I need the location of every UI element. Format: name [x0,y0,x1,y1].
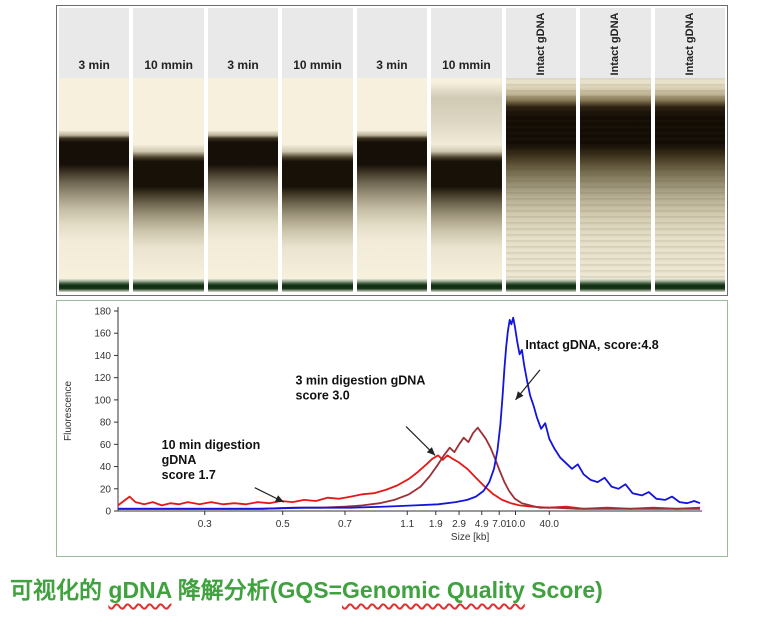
y-tick-label: 40 [100,462,112,473]
caption-part: 降解分析 [171,577,270,603]
gel-band-3min [59,78,130,279]
y-tick-label: 180 [94,307,111,318]
lane-header: Intact gDNA [580,8,651,78]
lane-header: 10 mmin [282,8,353,78]
y-tick-label: 140 [94,351,111,362]
annotation-text: Intact gDNA, score:4.8 [525,338,658,352]
gel-lane-7: Intact gDNA [505,8,577,292]
lane-label: 10 mmin [442,58,491,72]
y-tick-label: 160 [94,329,111,340]
gel-band-intact [654,78,725,279]
gel-lower-marker [59,279,130,292]
gel-band-10min [431,78,502,279]
lane-header: Intact gDNA [654,8,725,78]
annotation-text: score 1.7 [162,468,216,482]
series-line [118,316,701,510]
x-tick-label: 1.9 [429,519,443,530]
annotation-arrowhead [426,447,436,456]
y-tick-label: 60 [100,440,112,451]
caption: 可视化的 gDNA 降解分析(GQS=Genomic Quality Score… [10,571,754,605]
caption-part: (GQS= [269,577,343,603]
lane-header: 3 min [207,8,279,78]
annotation-arrowhead [515,391,524,400]
gel-lane-4: 10 mmin [282,8,353,292]
x-tick-label: 0.3 [198,519,212,530]
gel-lane-3: 3 min [207,8,279,292]
gel-lane-6: 10 mmin [431,8,502,292]
series-line [117,454,701,510]
electropherogram-chart: 0 20 40 60 80 100 120 140 160 180 0.3 0.5 0.7 1.1 1.9 2… [63,307,702,543]
lane-label: 3 min [227,58,259,72]
x-tick-label: 0.5 [276,519,290,530]
gel-lower-marker [654,279,725,292]
lane-label: 3 min [376,58,408,72]
y-axis-title: Fluorescence [63,381,74,441]
x-tick-label: 7.0 [492,519,506,530]
gel-lower-marker [282,279,353,292]
electropherogram-panel: 0 20 40 60 80 100 120 140 160 180 0.3 0.5 0.7 1.1 1.9 2… [56,300,728,557]
annotation-text: score 3.0 [296,388,350,402]
annotation-text: 10 min digestion [162,438,261,452]
gel-lower-marker [133,279,204,292]
lane-label: 3 min [78,58,110,72]
gel-lower-marker [356,279,428,292]
gel-lower-marker [431,279,502,292]
y-tick-label: 80 [100,418,112,429]
x-tick-label: 4.9 [475,519,489,530]
lane-header: Intact gDNA [505,8,577,78]
gel-band-3min [207,78,279,279]
caption-part: 可视化的 [10,577,109,603]
annotation-arrowhead [274,495,284,503]
lane-header: 10 mmin [133,8,204,78]
gel-image-panel: 3 min 10 mmin 3 min 10 mmin [56,5,728,296]
gel-lane-5: 3 min [356,8,428,292]
gel-lower-marker [207,279,279,292]
lane-header: 3 min [59,8,130,78]
lane-label: 10 mmin [293,58,342,72]
gel-band-10min [133,78,204,279]
caption-part: Score) [524,577,603,603]
gel-band-3min [356,78,428,279]
annotation-text: 3 min digestion gDNA [296,373,426,387]
x-tick-label: 10.0 [506,519,526,530]
x-tick-label: 0.7 [338,519,352,530]
x-tick-label: 1.1 [400,519,414,530]
gel-lane-2: 10 mmin [133,8,204,292]
x-tick-label: 40.0 [540,519,560,530]
lane-label-vertical: Intact gDNA [683,12,696,76]
gel-lane-1: 3 min [59,8,130,292]
gel-lower-marker [505,279,577,292]
gel-lane-8: Intact gDNA [580,8,651,292]
y-tick-label: 100 [94,395,111,406]
lane-label: 10 mmin [144,58,193,72]
y-tick-label: 20 [100,484,112,495]
annotation-text: gDNA [162,453,197,467]
y-tick-label: 0 [105,507,111,518]
lane-header: 10 mmin [431,8,502,78]
gel-band-intact [580,78,651,279]
x-tick-label: 2.9 [452,519,466,530]
lane-label-vertical: Intact gDNA [609,12,622,76]
gel-lane-9: Intact gDNA [654,8,725,292]
caption-part-underlined: gDNA [108,577,172,603]
gel-band-10min [282,78,353,279]
lane-label-vertical: Intact gDNA [534,12,547,76]
gel-band-intact [505,78,577,279]
lane-header: 3 min [356,8,428,78]
gel-lower-marker [580,279,651,292]
y-tick-label: 120 [94,373,111,384]
x-axis-title: Size [kb] [451,532,490,543]
caption-part-underlined: Genomic Quality [342,577,525,603]
